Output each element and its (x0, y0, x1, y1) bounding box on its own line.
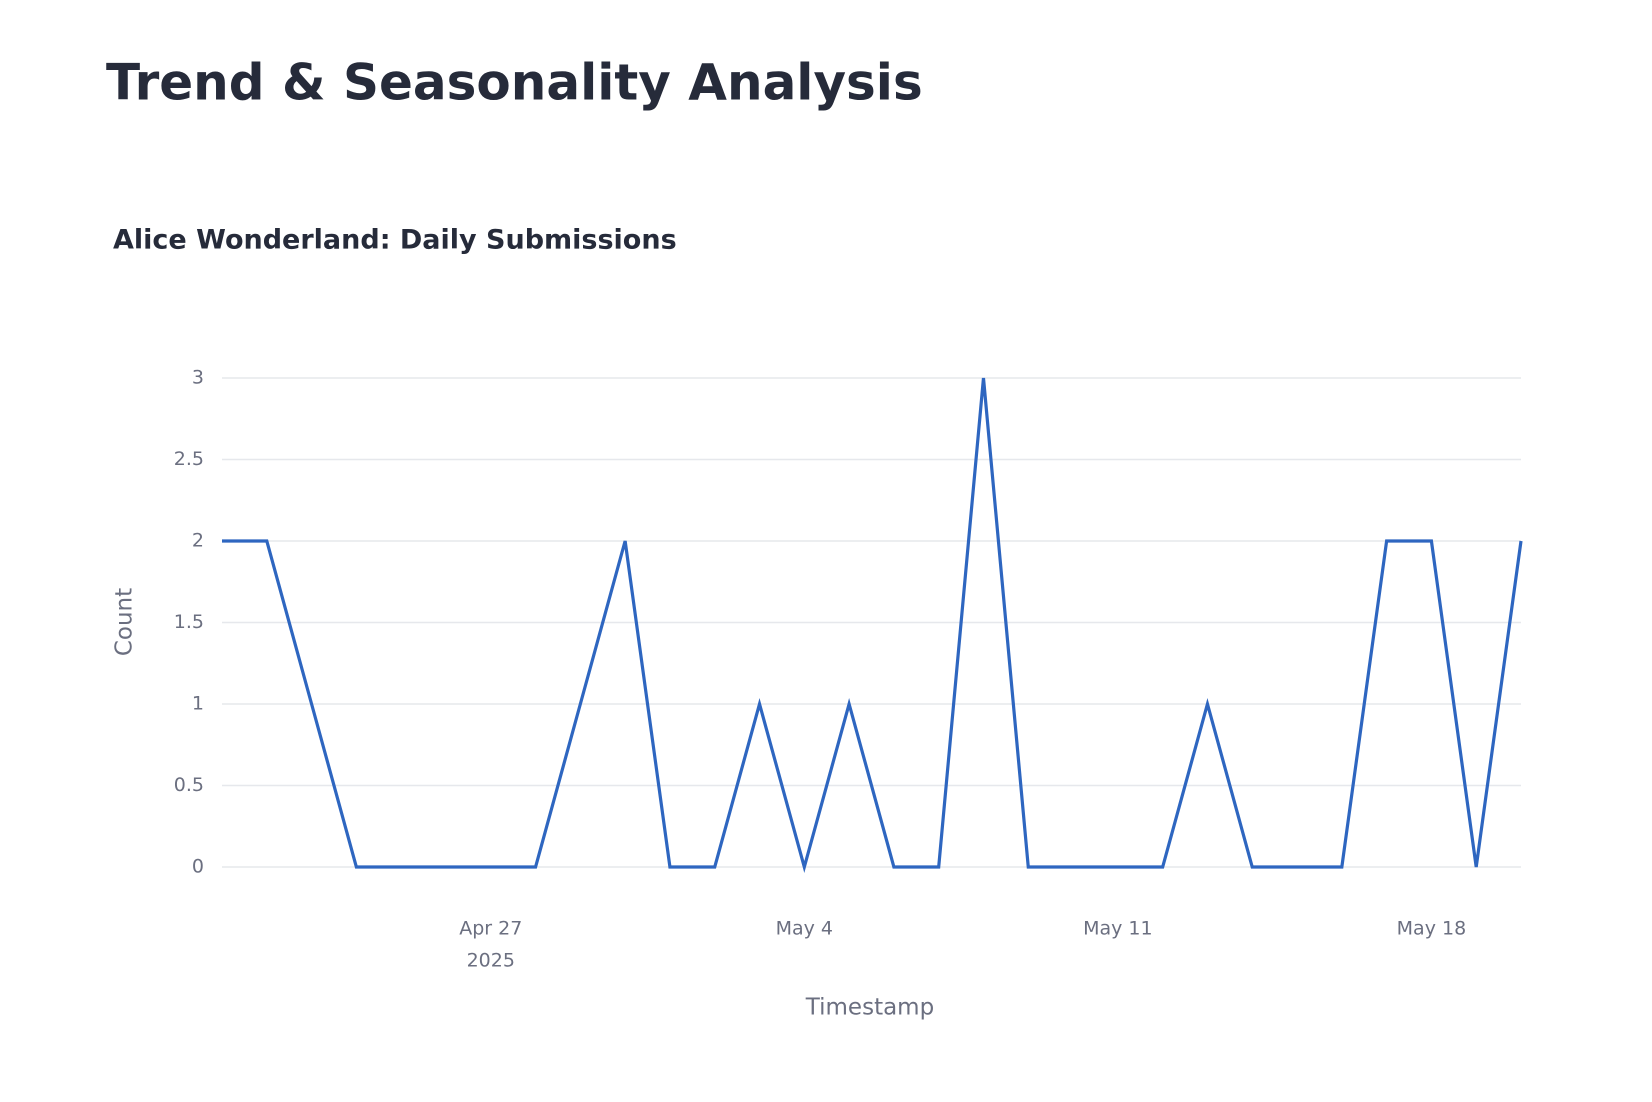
x-tick-label: May 11 (1083, 918, 1153, 940)
y-tick-label: 0.5 (174, 774, 204, 796)
y-tick-label: 3 (192, 367, 204, 389)
y-axis-label: Count (112, 588, 138, 656)
page-title: Trend & Seasonality Analysis (106, 54, 923, 112)
y-tick-label: 1 (192, 693, 204, 715)
x-tick-label: May 4 (776, 918, 833, 940)
x-axis-label: Timestamp (805, 995, 934, 1021)
y-tick-label: 0 (192, 856, 204, 878)
y-tick-label: 2.5 (174, 448, 204, 470)
y-tick-label: 2 (192, 530, 204, 552)
chart-title: Alice Wonderland: Daily Submissions (113, 225, 677, 256)
y-tick-label: 1.5 (174, 611, 204, 633)
x-tick-year: 2025 (467, 950, 515, 972)
x-tick-label: May 18 (1397, 918, 1467, 940)
x-tick-label: Apr 27 (459, 918, 522, 940)
data-line (222, 377, 1523, 874)
